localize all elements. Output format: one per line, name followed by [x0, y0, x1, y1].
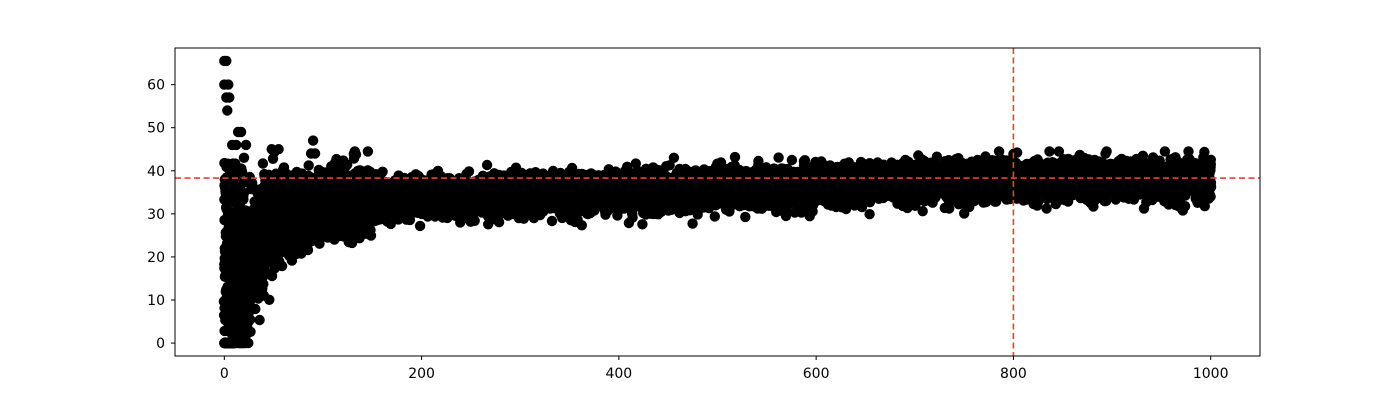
- scatter-point: [576, 220, 587, 231]
- scatter-point: [463, 166, 475, 177]
- scatter-point: [247, 177, 258, 189]
- scatter-point: [414, 220, 426, 232]
- scatter-point: [668, 152, 680, 163]
- scatter-point: [342, 159, 353, 170]
- scatter-point: [244, 314, 256, 325]
- scatter-point: [244, 296, 256, 307]
- scatter-point: [264, 294, 275, 305]
- scatter-point: [350, 149, 362, 160]
- scatter-point: [346, 237, 358, 249]
- scatter-point: [245, 326, 256, 337]
- scatter-point: [377, 166, 388, 177]
- points-layer: [218, 55, 1217, 349]
- scatter-point: [627, 212, 638, 223]
- scatter-point: [243, 337, 254, 349]
- scatter-point: [385, 218, 396, 230]
- scatter-point: [546, 215, 558, 227]
- scatter-point: [365, 230, 377, 241]
- scatter-point: [258, 278, 269, 290]
- scatter-point: [469, 215, 480, 226]
- scatter-point: [362, 146, 374, 157]
- scatter-point: [493, 217, 505, 228]
- scatter-point: [481, 159, 493, 171]
- scatter-point: [257, 158, 269, 169]
- scatter-point: [637, 219, 648, 230]
- scatter-point: [303, 160, 314, 171]
- scatter-point: [254, 314, 265, 326]
- scatter-point: [250, 303, 261, 315]
- scatter-point: [687, 218, 698, 229]
- scatter-point: [276, 260, 288, 272]
